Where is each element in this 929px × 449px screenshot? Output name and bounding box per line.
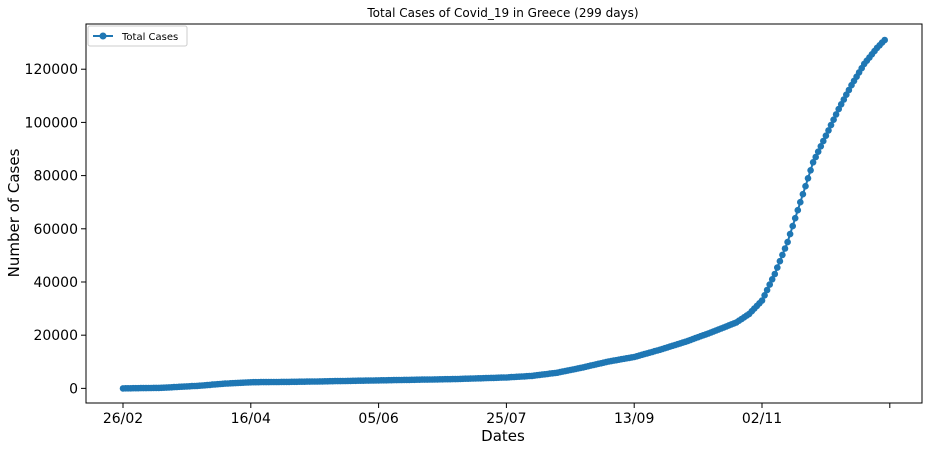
data-point xyxy=(789,222,796,230)
data-point xyxy=(791,214,799,222)
data-point xyxy=(802,182,809,190)
plot-area-frame xyxy=(85,23,923,404)
series-layer xyxy=(119,36,888,392)
legend-entry-total-cases: Total Cases xyxy=(121,32,178,43)
x-axis: 26/02 16/04 05/06 25/07 13/09 02/11 xyxy=(103,403,891,427)
y-axis: 0 20000 40000 60000 80000 100000 120000 xyxy=(25,62,86,397)
data-point xyxy=(758,297,766,304)
data-point xyxy=(771,270,779,278)
data-point xyxy=(797,198,804,206)
data-point xyxy=(822,132,830,139)
y-tick-label: 120000 xyxy=(25,62,78,78)
data-point xyxy=(794,206,802,214)
x-tick-label: 26/02 xyxy=(103,411,143,427)
y-tick-label: 100000 xyxy=(25,115,78,131)
data-point xyxy=(832,111,840,118)
x-tick-label: 05/06 xyxy=(358,411,398,427)
x-axis-label: Dates xyxy=(481,427,525,445)
data-point xyxy=(786,230,794,238)
data-point xyxy=(784,238,791,246)
x-tick-label: 25/07 xyxy=(486,411,526,427)
data-point xyxy=(881,36,888,44)
data-point xyxy=(774,264,781,271)
data-point xyxy=(781,245,789,252)
y-tick-label: 40000 xyxy=(33,275,78,291)
x-tick-label: 02/11 xyxy=(742,411,782,427)
data-point xyxy=(825,127,832,134)
data-point xyxy=(804,175,812,182)
chart-title: Total Cases of Covid_19 in Greece (299 d… xyxy=(366,6,638,20)
data-point xyxy=(814,148,822,155)
data-point xyxy=(820,137,827,145)
legend-box xyxy=(87,25,188,47)
data-point xyxy=(763,286,771,294)
y-tick-label: 20000 xyxy=(33,328,78,344)
data-point xyxy=(807,167,814,174)
data-point xyxy=(776,257,784,265)
legend: Total Cases xyxy=(87,25,188,47)
data-point xyxy=(830,116,837,123)
data-point xyxy=(827,121,835,129)
data-point xyxy=(779,251,786,259)
y-axis-label: Number of Cases xyxy=(5,148,23,277)
y-tick-label: 0 xyxy=(69,381,78,397)
data-point xyxy=(761,292,768,299)
data-point xyxy=(768,276,776,283)
x-tick-label: 16/04 xyxy=(231,411,271,427)
legend-marker xyxy=(99,32,107,40)
y-tick-label: 80000 xyxy=(33,169,78,185)
data-point xyxy=(799,190,807,198)
data-point xyxy=(812,153,819,161)
data-point xyxy=(809,159,817,166)
x-tick-label: 13/09 xyxy=(614,411,654,427)
y-tick-label: 60000 xyxy=(33,222,78,238)
data-point xyxy=(766,281,773,288)
data-point xyxy=(817,143,825,150)
